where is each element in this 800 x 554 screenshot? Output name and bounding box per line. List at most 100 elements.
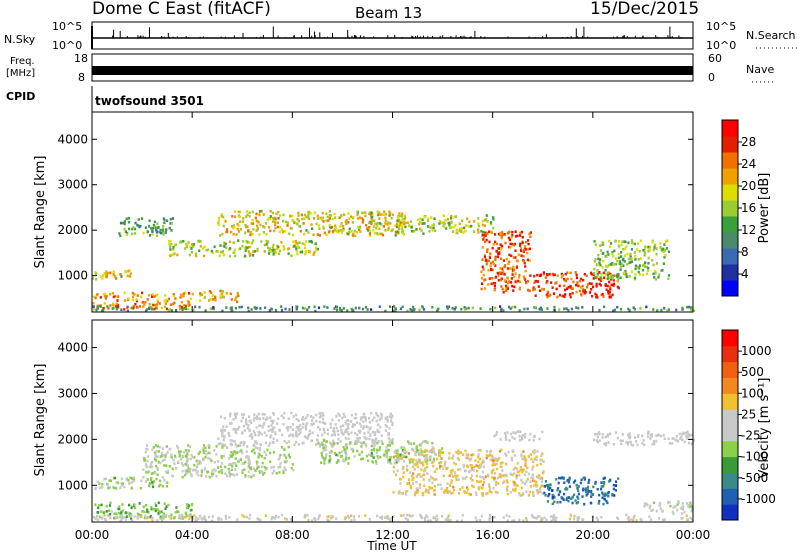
heatmap-cell xyxy=(528,247,532,251)
heatmap-cell xyxy=(398,212,401,215)
heatmap-cell xyxy=(196,470,199,473)
heatmap-cell xyxy=(303,307,306,310)
heatmap-cell xyxy=(557,481,560,485)
heatmap-cell xyxy=(499,278,502,282)
heatmap-cell xyxy=(329,226,333,229)
heatmap-cell xyxy=(155,459,158,462)
heatmap-cell xyxy=(113,486,116,490)
heatmap-cell xyxy=(454,462,457,466)
heatmap-cell xyxy=(505,454,508,457)
heatmap-cell xyxy=(199,461,202,465)
heatmap-cell xyxy=(156,445,160,448)
heatmap-cell xyxy=(409,471,412,474)
heatmap-cell xyxy=(99,305,102,308)
heatmap-cell xyxy=(193,455,196,459)
heatmap-cell xyxy=(489,516,492,520)
heatmap-cell xyxy=(323,443,326,447)
heatmap-cell xyxy=(526,466,529,470)
heatmap-cell xyxy=(360,445,363,448)
heatmap-cell xyxy=(539,477,542,481)
heatmap-cell xyxy=(600,249,603,252)
heatmap-cell xyxy=(558,476,561,480)
heatmap-cell xyxy=(321,211,324,215)
heatmap-cell xyxy=(487,268,490,272)
heatmap-cell xyxy=(92,301,95,305)
heatmap-cell xyxy=(519,466,522,469)
heatmap-cell xyxy=(500,248,503,251)
heatmap-cell xyxy=(372,445,375,448)
heatmap-cell xyxy=(320,461,323,464)
heatmap-cell xyxy=(318,515,321,518)
heatmap-cell xyxy=(305,436,308,439)
heatmap-cell xyxy=(185,506,189,510)
heatmap-cell xyxy=(121,503,124,506)
heatmap-cell xyxy=(283,466,286,469)
heatmap-cell xyxy=(506,285,509,289)
heatmap-cell xyxy=(364,419,367,422)
heatmap-cell xyxy=(617,477,620,480)
heatmap-cell xyxy=(123,299,126,302)
heatmap-cell xyxy=(232,232,235,236)
heatmap-cell xyxy=(289,214,292,218)
heatmap-cell xyxy=(237,294,240,297)
heatmap-cell xyxy=(248,517,251,520)
heatmap-cell xyxy=(285,456,288,460)
heatmap-cell xyxy=(494,483,497,487)
heatmap-cell xyxy=(282,213,285,217)
heatmap-cell xyxy=(287,453,290,457)
heatmap-cell xyxy=(265,243,268,246)
heatmap-cell xyxy=(283,453,286,457)
heatmap-cell xyxy=(602,295,605,298)
cpid-label: CPID xyxy=(6,90,35,103)
heatmap-cell xyxy=(511,231,514,234)
heatmap-cell xyxy=(224,472,227,475)
heatmap-cell xyxy=(249,233,252,237)
heatmap-cell xyxy=(153,451,156,454)
colorbar-frame xyxy=(721,329,739,521)
heatmap-cell xyxy=(145,447,148,451)
heatmap-cell xyxy=(600,487,603,491)
heatmap-cell xyxy=(354,413,357,416)
heatmap-cell xyxy=(295,307,298,311)
heatmap-cell xyxy=(515,266,519,269)
heatmap-cell xyxy=(203,444,206,447)
heatmap-cell xyxy=(223,241,226,245)
heatmap-cell xyxy=(189,513,192,516)
heatmap-cell xyxy=(490,268,493,272)
heatmap-cell xyxy=(340,231,343,234)
heatmap-cell xyxy=(116,299,119,302)
heatmap-cell xyxy=(470,467,474,470)
heatmap-cell xyxy=(228,463,231,466)
heatmap-region xyxy=(317,439,444,465)
heatmap-cell xyxy=(690,433,694,437)
heatmap-cell xyxy=(365,454,368,458)
heatmap-cell xyxy=(564,279,567,283)
heatmap-cell xyxy=(330,449,333,453)
heatmap-cell xyxy=(263,456,266,460)
heatmap-cell xyxy=(231,464,234,468)
heatmap-cell xyxy=(167,297,170,301)
heatmap-cell xyxy=(297,214,300,218)
heatmap-cell xyxy=(229,439,232,442)
heatmap-cell xyxy=(633,307,636,311)
heatmap-cell xyxy=(219,289,222,293)
heatmap-cell xyxy=(569,295,572,299)
heatmap-cell xyxy=(144,301,147,304)
heatmap-cell xyxy=(331,418,334,422)
heatmap-cell xyxy=(443,491,446,494)
heatmap-cell xyxy=(169,303,173,306)
heatmap-cell xyxy=(176,253,179,257)
heatmap-cell xyxy=(598,261,601,265)
colorbar-tick-label: 4 xyxy=(741,267,749,281)
heatmap-cell xyxy=(688,505,691,509)
heatmap-cell xyxy=(402,467,405,471)
heatmap-cell xyxy=(501,271,504,275)
cpid-program: twofsound 3501 xyxy=(95,94,204,108)
heatmap-cell xyxy=(507,262,510,266)
heatmap-cell xyxy=(685,434,688,438)
heatmap-cell xyxy=(497,482,500,485)
heatmap-cell xyxy=(378,305,381,308)
heatmap-cell xyxy=(158,302,161,305)
heatmap-cell xyxy=(156,222,159,225)
heatmap-cell xyxy=(141,510,144,513)
